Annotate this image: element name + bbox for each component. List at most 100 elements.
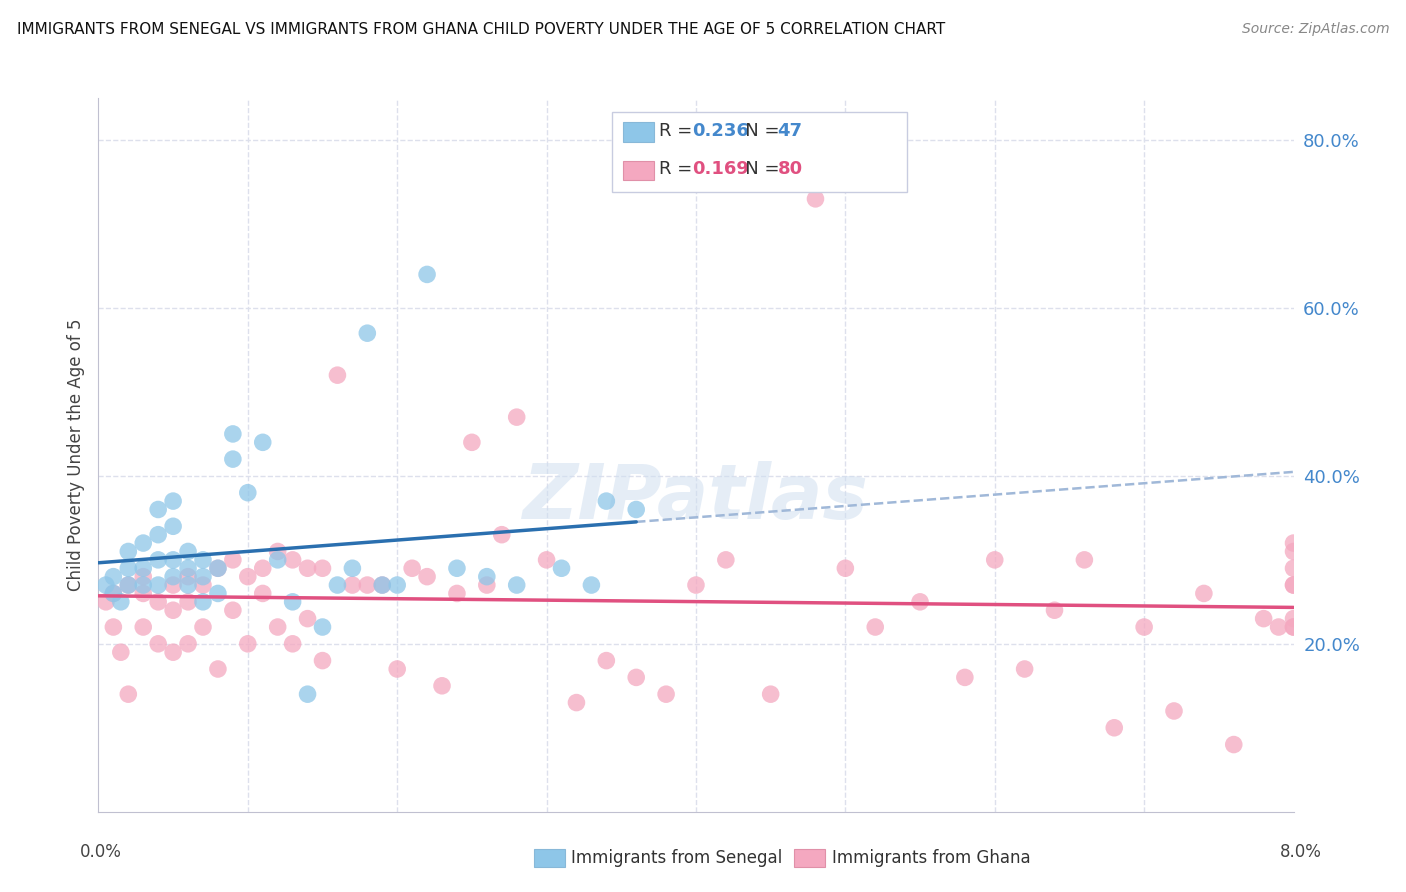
Text: IMMIGRANTS FROM SENEGAL VS IMMIGRANTS FROM GHANA CHILD POVERTY UNDER THE AGE OF : IMMIGRANTS FROM SENEGAL VS IMMIGRANTS FR… xyxy=(17,22,945,37)
Point xyxy=(267,553,290,567)
Point xyxy=(103,569,125,583)
Text: Immigrants from Senegal: Immigrants from Senegal xyxy=(571,849,782,867)
Point xyxy=(94,595,117,609)
Point xyxy=(207,662,229,676)
Point xyxy=(162,603,184,617)
Point xyxy=(177,569,200,583)
Text: 0.236: 0.236 xyxy=(692,122,748,140)
Point xyxy=(148,502,170,516)
Point xyxy=(177,544,200,558)
Point xyxy=(416,569,439,583)
Point xyxy=(222,553,245,567)
Point xyxy=(267,620,290,634)
Point xyxy=(236,485,259,500)
Point xyxy=(595,654,617,668)
Point xyxy=(1282,561,1305,575)
Point xyxy=(162,519,184,533)
Point xyxy=(148,553,170,567)
Point xyxy=(685,578,707,592)
Point xyxy=(1043,603,1066,617)
Point xyxy=(148,527,170,541)
Text: R =: R = xyxy=(659,161,699,178)
Point xyxy=(297,687,319,701)
Point xyxy=(983,553,1005,567)
Point xyxy=(385,662,409,676)
Point xyxy=(371,578,394,592)
Point xyxy=(222,426,245,441)
Point xyxy=(311,620,333,634)
Point xyxy=(110,595,132,609)
Point xyxy=(132,561,155,575)
Point xyxy=(506,410,529,425)
Point xyxy=(1163,704,1185,718)
Point xyxy=(416,268,439,282)
Point xyxy=(117,578,139,592)
Point xyxy=(311,561,333,575)
Point xyxy=(1133,620,1156,634)
Point xyxy=(162,645,184,659)
Point xyxy=(191,620,214,634)
Point xyxy=(1014,662,1036,676)
Point xyxy=(252,586,274,600)
Point xyxy=(117,561,139,575)
Point xyxy=(297,561,319,575)
Point xyxy=(103,620,125,634)
Point xyxy=(207,561,229,575)
Point xyxy=(1192,586,1215,600)
Point xyxy=(103,586,125,600)
Point xyxy=(177,578,200,592)
Point xyxy=(117,578,139,592)
Point xyxy=(148,637,170,651)
Point xyxy=(834,561,856,575)
Point xyxy=(162,553,184,567)
Point xyxy=(714,553,737,567)
Text: 0.0%: 0.0% xyxy=(80,843,122,861)
Point xyxy=(1282,544,1305,558)
Text: N =: N = xyxy=(728,161,786,178)
Point xyxy=(759,687,782,701)
Point xyxy=(342,561,364,575)
Point xyxy=(356,326,378,341)
Point xyxy=(475,569,498,583)
Point xyxy=(655,687,678,701)
Point xyxy=(148,595,170,609)
Text: R =: R = xyxy=(659,122,699,140)
Point xyxy=(132,578,155,592)
Point xyxy=(446,561,468,575)
Point xyxy=(132,536,155,550)
Point xyxy=(430,679,453,693)
Point xyxy=(236,569,259,583)
Point xyxy=(461,435,484,450)
Point xyxy=(1282,620,1305,634)
Point xyxy=(326,368,349,383)
Point xyxy=(326,578,349,592)
Point xyxy=(132,586,155,600)
Point xyxy=(385,578,409,592)
Point xyxy=(1282,578,1305,592)
Text: N =: N = xyxy=(728,122,786,140)
Point xyxy=(177,595,200,609)
Point xyxy=(1102,721,1125,735)
Point xyxy=(177,637,200,651)
Point xyxy=(1282,536,1305,550)
Point xyxy=(191,578,214,592)
Point xyxy=(1267,620,1289,634)
Point xyxy=(207,586,229,600)
Point xyxy=(281,637,304,651)
Text: 80: 80 xyxy=(778,161,803,178)
Point xyxy=(281,595,304,609)
Point xyxy=(624,502,647,516)
Point xyxy=(236,637,259,651)
Point xyxy=(162,578,184,592)
Point xyxy=(311,654,333,668)
Point xyxy=(624,670,647,684)
Point xyxy=(401,561,423,575)
Text: ZIPatlas: ZIPatlas xyxy=(523,461,869,534)
Point xyxy=(297,612,319,626)
Point xyxy=(222,452,245,467)
Point xyxy=(252,561,274,575)
Point xyxy=(162,494,184,508)
Point xyxy=(1282,578,1305,592)
Point xyxy=(565,696,588,710)
Point xyxy=(1222,738,1246,752)
